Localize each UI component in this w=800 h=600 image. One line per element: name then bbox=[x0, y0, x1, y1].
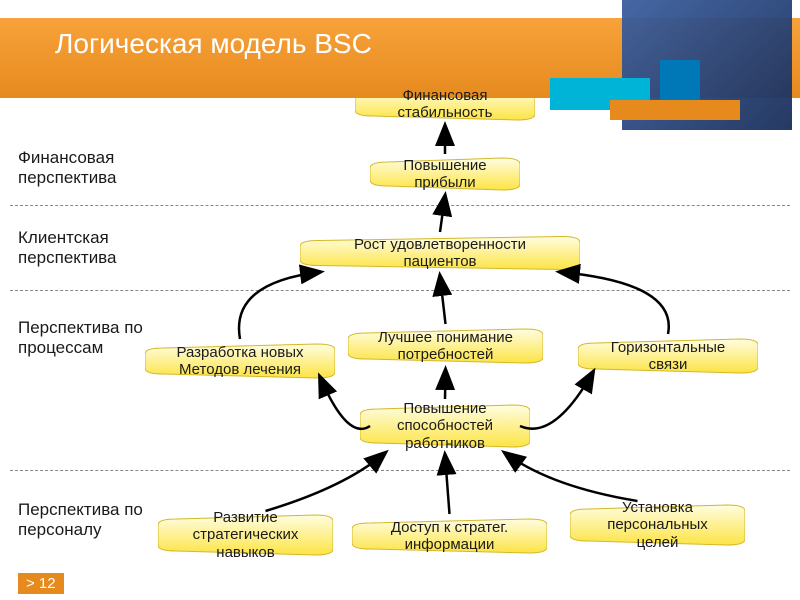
node-goals: Установкаперсональныхцелей bbox=[570, 495, 745, 555]
node-label: Рост удовлетворенностипациентов bbox=[354, 236, 526, 271]
divider bbox=[10, 205, 790, 206]
node-label: Повышениеприбыли bbox=[403, 157, 486, 192]
orange-block bbox=[610, 100, 740, 120]
node-label: Установкаперсональныхцелей bbox=[607, 499, 708, 551]
slide-title: Логическая модель BSC bbox=[55, 28, 372, 60]
row-label: Перспектива поперсоналу bbox=[18, 500, 143, 541]
node-label: Повышениеспособностейработников bbox=[397, 400, 493, 452]
row-label: Финансоваяперспектива bbox=[18, 148, 116, 189]
node-ability: Повышениеспособностейработников bbox=[360, 395, 530, 457]
node-label: Финансоваястабильность bbox=[398, 87, 493, 122]
node-fin_stab: Финансоваястабильность bbox=[355, 80, 535, 128]
divider bbox=[10, 470, 790, 471]
node-label: Разработка новыхМетодов лечения bbox=[177, 344, 304, 379]
node-profit: Повышениеприбыли bbox=[370, 150, 520, 198]
node-label: Лучшее пониманиепотребностей bbox=[378, 329, 513, 364]
node-methods: Разработка новыхМетодов лечения bbox=[145, 335, 335, 387]
node-needs: Лучшее пониманиепотребностей bbox=[348, 320, 543, 372]
divider bbox=[10, 290, 790, 291]
node-label: Горизонтальныесвязи bbox=[611, 339, 726, 374]
row-label: Клиентскаяперспектива bbox=[18, 228, 116, 269]
node-horiz: Горизонтальныесвязи bbox=[578, 330, 758, 382]
node-access: Доступ к стратег.информации bbox=[352, 510, 547, 562]
node-skills: Развитиестратегическихнавыков bbox=[158, 505, 333, 565]
row-label: Перспектива попроцессам bbox=[18, 318, 143, 359]
node-satisfy: Рост удовлетворенностипациентов bbox=[300, 228, 580, 278]
page-number: > 12 bbox=[18, 573, 64, 594]
node-label: Развитиестратегическихнавыков bbox=[193, 509, 299, 561]
node-label: Доступ к стратег.информации bbox=[391, 519, 508, 554]
